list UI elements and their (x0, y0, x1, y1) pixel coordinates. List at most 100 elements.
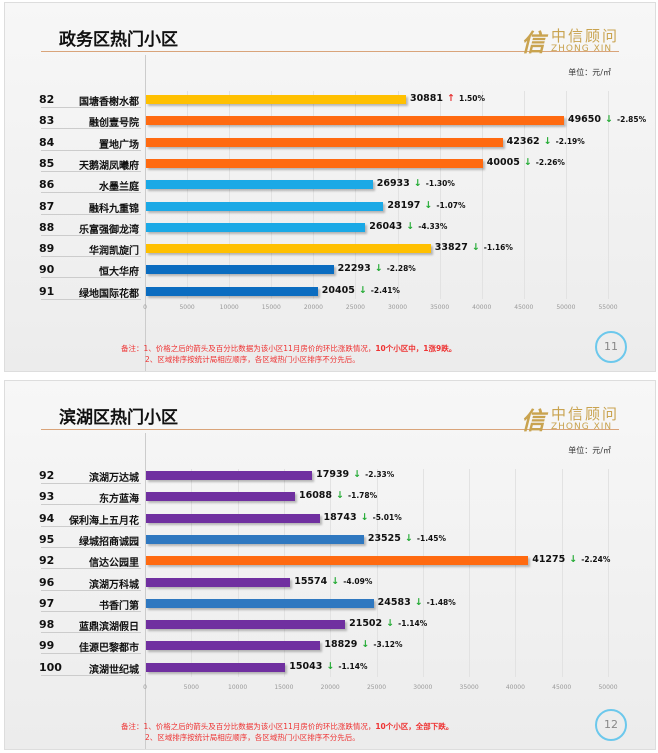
rank-number: 83 (39, 114, 55, 128)
page-number: 12 (595, 709, 627, 741)
logo-cn: 中信顾问 (550, 404, 619, 423)
community-name: 滨湖世纪城 (89, 664, 139, 676)
arrow-down-icon: ↓ (353, 469, 362, 480)
logo: 信中信顾问 ZHONG XIN (521, 401, 619, 436)
bar (146, 137, 503, 147)
arrow-down-icon: ↓ (543, 135, 552, 147)
arrow-down-icon: ↓ (358, 284, 367, 296)
row-divider (41, 298, 141, 300)
bar (146, 116, 564, 126)
change-percent: -2.33% (365, 470, 395, 479)
rank-number: 86 (39, 178, 55, 192)
change-percent: -1.14% (398, 619, 428, 629)
gridline (330, 469, 332, 677)
community-name: 恒大华府 (99, 267, 139, 279)
row-divider (41, 256, 141, 258)
x-tick-label: 35000 (430, 304, 450, 311)
community-name: 滨湖万达城 (89, 473, 139, 484)
gridline (608, 91, 609, 299)
rank-number: 90 (39, 263, 55, 277)
gridline (313, 91, 315, 299)
community-name: 华润凯旋门 (89, 246, 139, 258)
price-value: 30881 (409, 93, 444, 104)
x-tick-label: 25000 (345, 304, 365, 311)
row-divider (41, 525, 141, 527)
price-value: 15043 (289, 660, 323, 672)
bar-value-group: 23525 ↓ -1.45% (368, 533, 446, 544)
price-value: 40005 (486, 156, 520, 168)
price-value: 22293 (337, 263, 371, 275)
bar (146, 180, 373, 190)
bar (146, 201, 384, 211)
community-name: 乐富强御龙湾 (79, 224, 139, 236)
bar (146, 641, 321, 651)
rank-number: 89 (39, 242, 55, 256)
row-divider (41, 589, 141, 591)
arrow-down-icon: ↓ (386, 618, 395, 630)
price-value: 41275 (532, 554, 566, 566)
bar-value-group: 16088 ↓ -1.78% (299, 490, 377, 501)
note-line-1: 备注：1、价格之后的箭头及百分比数据为该小区11月房价的环比涨跌情况，10个小区… (121, 722, 454, 731)
gridline (523, 91, 525, 299)
price-value: 16088 (298, 490, 333, 502)
row-divider (41, 504, 141, 506)
rank-number: 87 (39, 199, 55, 213)
row-divider (41, 483, 141, 484)
bar (146, 158, 483, 168)
page-number: 11 (595, 331, 627, 363)
price-value: 20405 (321, 284, 355, 296)
bar-value-group: 26043 ↓ -4.33% (369, 221, 447, 232)
community-name: 绿城招商诚园 (79, 536, 139, 548)
x-tick-label: 20000 (303, 304, 323, 311)
x-tick-label: 35000 (459, 684, 479, 691)
x-tick-label: 50000 (598, 684, 618, 691)
row-divider (41, 568, 141, 570)
gridline (187, 91, 189, 299)
bar-value-group: 22293 ↓ -2.28% (338, 263, 416, 274)
arrow-down-icon: ↓ (360, 511, 369, 523)
logo: 信中信顾问 ZHONG XIN (521, 23, 619, 58)
bar-value-group: 20405 ↓ -2.41% (322, 285, 400, 296)
row-divider (41, 674, 141, 676)
bar-value-group: 33827 ↓ -1.16% (435, 242, 513, 253)
arrow-down-icon: ↓ (336, 490, 344, 502)
community-name: 置地广场 (99, 139, 139, 151)
gridline (422, 469, 424, 677)
community-name: 水墨兰庭 (99, 182, 139, 194)
x-tick-label: 55000 (598, 304, 618, 311)
price-value: 23525 (367, 532, 401, 544)
bar-value-group: 30881 ↑ 1.50% (410, 93, 485, 104)
arrow-down-icon: ↓ (404, 532, 413, 544)
bar (146, 286, 318, 296)
arrow-down-icon: ↓ (413, 178, 422, 190)
rank-number: 100 (39, 660, 62, 674)
community-name: 书香门第 (99, 600, 139, 612)
gridline (561, 469, 563, 677)
gridline (469, 469, 471, 677)
community-name: 蓝鼎滨湖假日 (79, 622, 139, 634)
gridline (191, 469, 193, 677)
x-tick-label: 40000 (505, 684, 525, 691)
rank-number: 92 (39, 554, 55, 568)
change-percent: -2.85% (616, 115, 647, 125)
change-percent: -1.78% (348, 491, 378, 501)
bar-value-group: 15574 ↓ -4.09% (294, 576, 372, 587)
arrow-down-icon: ↓ (424, 199, 433, 211)
community-name: 滨湖万科城 (89, 579, 139, 591)
bar (146, 534, 364, 544)
change-percent: -5.01% (372, 512, 402, 522)
arrow-down-icon: ↓ (569, 554, 578, 566)
bar-value-group: 42362 ↓ -2.19% (507, 136, 585, 147)
row-divider (41, 234, 141, 236)
arrow-down-icon: ↓ (523, 156, 532, 168)
community-name: 佳源巴黎都市 (79, 643, 139, 655)
x-tick-label: 45000 (552, 684, 572, 691)
arrow-down-icon: ↓ (471, 242, 480, 254)
change-percent: -2.28% (386, 264, 416, 274)
community-name: 绿地国际花都 (79, 288, 139, 300)
rank-number: 92 (39, 469, 55, 482)
rank-number: 93 (39, 490, 55, 504)
logo-mark: 信 (520, 406, 545, 435)
gridline (376, 469, 378, 677)
logo-en: ZHONG XIN (550, 421, 613, 432)
